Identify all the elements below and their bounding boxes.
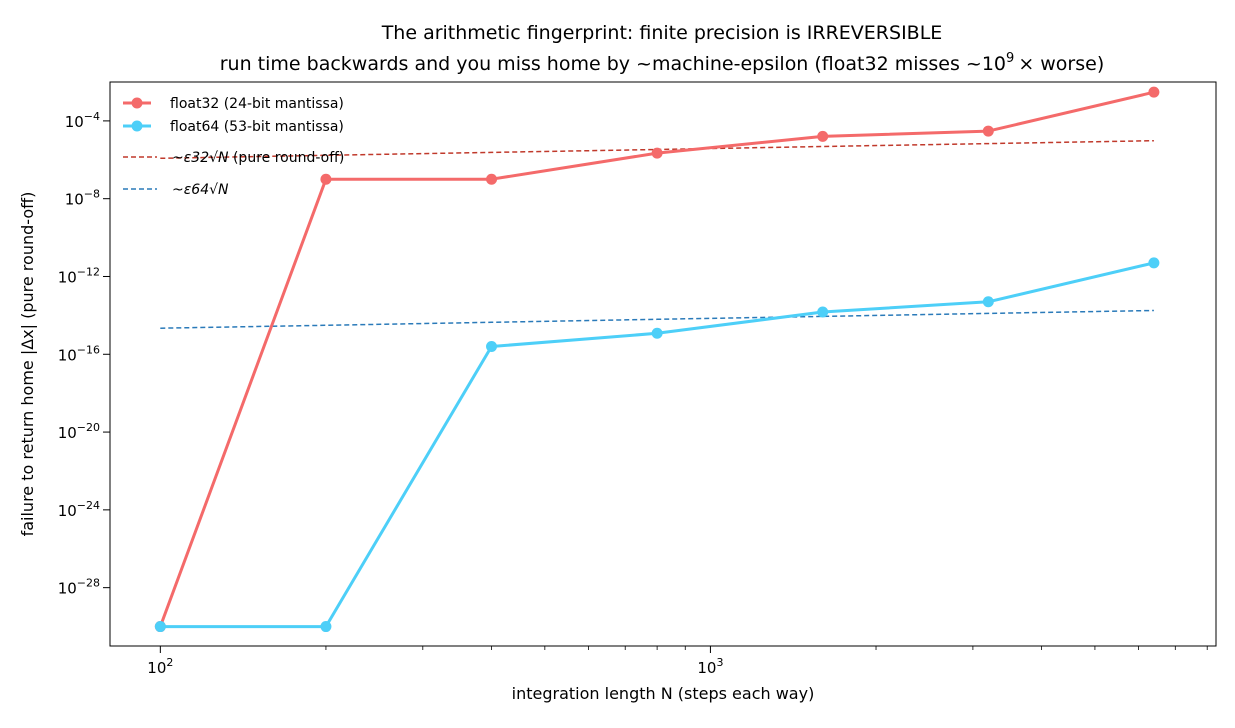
- series-point-0: [651, 147, 663, 159]
- x-axis-label: integration length N (steps each way): [512, 684, 815, 703]
- y-tick-label: 10−4: [65, 110, 100, 131]
- series-line-3: [160, 309, 1154, 329]
- legend-marker-float32: [131, 97, 143, 109]
- x-tick-label: 103: [697, 656, 723, 677]
- plot-lines: [154, 86, 1160, 633]
- legend-eps32-suffix: (pure round-off): [229, 150, 345, 166]
- chart-title-line2-suffix: × worse): [1018, 53, 1104, 75]
- series-point-1: [1148, 257, 1160, 269]
- chart-title-line2-superscript: 9: [1006, 51, 1014, 66]
- series-line-0: [158, 90, 1155, 628]
- y-tick-label: 10−16: [58, 343, 100, 364]
- series-point-1: [486, 341, 498, 353]
- legend-label-float32: float32 (24-bit mantissa): [170, 96, 344, 112]
- y-tick-label: 10−20: [58, 421, 100, 442]
- legend-eps32-prefix: ~: [172, 150, 184, 166]
- series-point-1: [154, 621, 166, 633]
- legend-eps64-math: ε64√N: [184, 182, 229, 198]
- series-point-0: [1148, 86, 1160, 98]
- legend-label-float64: float64 (53-bit mantissa): [170, 119, 344, 135]
- series-point-0: [320, 173, 332, 185]
- series-point-0: [486, 173, 498, 185]
- chart-title-line1: The arithmetic fingerprint: finite preci…: [381, 22, 943, 44]
- chart-title-line2: run time backwards and you miss home by …: [220, 51, 1105, 75]
- y-tick-label: 10−24: [58, 499, 100, 520]
- legend-eps32-math: ε32√N: [184, 150, 229, 166]
- series-point-0: [817, 130, 829, 142]
- series-point-1: [817, 306, 829, 318]
- legend: float32 (24-bit mantissa) float64 (53-bi…: [123, 96, 344, 198]
- series-line-1: [160, 261, 1155, 629]
- series-point-0: [982, 125, 994, 137]
- legend-label-eps64: ~ε64√N: [172, 182, 229, 198]
- chart-title-line2-prefix: run time backwards and you miss home by …: [220, 53, 1006, 75]
- series-point-1: [651, 327, 663, 339]
- y-tick-label: 10−8: [65, 188, 100, 209]
- legend-marker-float64: [131, 120, 143, 132]
- y-axis-label: failure to return home |Δx| (pure round-…: [18, 192, 37, 537]
- axis-ticks: 102 103 10−28 10−24 10−20 10−16 10−12 10−8 10−4: [58, 110, 1208, 677]
- legend-eps64-prefix: ~: [172, 182, 184, 198]
- series-point-1: [320, 621, 332, 633]
- x-tick-label: 102: [147, 656, 173, 677]
- series-point-1: [982, 296, 994, 308]
- plot-frame: [109, 81, 1217, 647]
- y-tick-label: 10−28: [58, 577, 100, 598]
- legend-label-eps32: ~ε32√N (pure round-off): [172, 150, 344, 166]
- y-tick-label: 10−12: [58, 265, 100, 286]
